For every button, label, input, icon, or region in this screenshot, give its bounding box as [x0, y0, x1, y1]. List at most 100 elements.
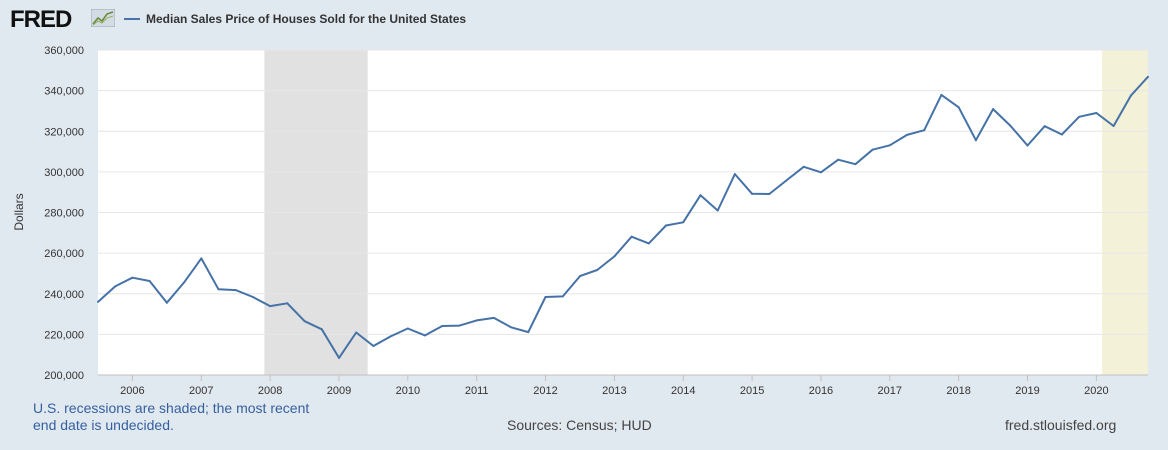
data-point[interactable]: [1009, 124, 1012, 127]
data-point[interactable]: [337, 356, 340, 359]
y-tick-label: 260,000: [44, 248, 84, 260]
data-point[interactable]: [269, 305, 272, 308]
data-point[interactable]: [424, 334, 427, 337]
x-tick-label: 2011: [465, 385, 489, 397]
data-point[interactable]: [819, 171, 822, 174]
data-point[interactable]: [475, 319, 478, 322]
data-point[interactable]: [854, 163, 857, 166]
data-point[interactable]: [957, 106, 960, 109]
data-point[interactable]: [544, 296, 547, 298]
legend-swatch: [124, 18, 140, 20]
data-point[interactable]: [458, 324, 461, 327]
data-point[interactable]: [906, 133, 909, 136]
data-point[interactable]: [131, 276, 134, 279]
data-point[interactable]: [837, 158, 840, 161]
data-point[interactable]: [527, 331, 530, 334]
series-layer: [97, 75, 1149, 359]
data-point[interactable]: [630, 235, 633, 238]
x-tick-label: 2007: [189, 385, 213, 397]
data-point[interactable]: [389, 335, 392, 338]
data-point[interactable]: [492, 316, 495, 319]
data-point[interactable]: [251, 296, 254, 298]
y-tick-label: 320,000: [44, 126, 84, 138]
data-point[interactable]: [114, 285, 117, 288]
data-point[interactable]: [1078, 115, 1081, 118]
data-point[interactable]: [785, 179, 788, 182]
y-tick-label: 360,000: [44, 45, 84, 57]
data-point[interactable]: [871, 148, 874, 151]
data-point[interactable]: [923, 129, 926, 132]
site-link[interactable]: fred.stlouisfed.org: [1005, 417, 1117, 433]
chart-header: FRED Median Sales Price of Houses Sold f…: [0, 0, 1168, 40]
y-tick-label: 340,000: [44, 86, 84, 98]
data-point[interactable]: [286, 302, 289, 305]
data-point[interactable]: [148, 279, 151, 282]
y-axis-label: Dollars: [12, 193, 26, 230]
data-point[interactable]: [165, 301, 168, 304]
y-tick-label: 220,000: [44, 329, 84, 341]
data-point[interactable]: [510, 326, 513, 329]
data-point[interactable]: [217, 288, 220, 291]
x-tick-label: 2019: [1015, 385, 1039, 397]
x-tick-label: 2015: [740, 385, 764, 397]
data-point[interactable]: [372, 344, 375, 347]
y-tick-label: 200,000: [44, 370, 84, 382]
data-point[interactable]: [97, 300, 99, 303]
data-point[interactable]: [355, 331, 358, 334]
data-point[interactable]: [441, 325, 444, 328]
chart-legend: Median Sales Price of Houses Sold for th…: [124, 12, 466, 26]
x-tick-label: 2013: [602, 385, 626, 397]
source-text: Sources: Census; HUD: [507, 417, 652, 433]
data-point[interactable]: [1060, 133, 1063, 136]
data-point[interactable]: [183, 281, 186, 284]
data-point[interactable]: [1095, 111, 1098, 114]
data-point[interactable]: [888, 144, 891, 147]
data-point[interactable]: [596, 268, 599, 271]
x-tick-label: 2012: [533, 385, 557, 397]
line-chart: 200,000 220,000 240,000 260,000 280,000 300,0…: [12, 45, 1149, 397]
data-point[interactable]: [1129, 94, 1132, 97]
data-point[interactable]: [1043, 125, 1046, 128]
data-point[interactable]: [1026, 144, 1029, 147]
x-tick-label: 2008: [258, 385, 282, 397]
data-point[interactable]: [665, 224, 668, 227]
data-point[interactable]: [802, 165, 805, 168]
data-point[interactable]: [234, 289, 237, 292]
data-point[interactable]: [940, 93, 943, 96]
x-axis-ticks: 2006 2007 2008 2009 2010 2011 2012 2013 2014 2015…: [120, 375, 1109, 397]
y-tick-label: 300,000: [44, 167, 84, 179]
data-point[interactable]: [682, 221, 685, 224]
x-tick-label: 2014: [671, 385, 695, 397]
y-axis-ticks: 200,000 220,000 240,000 260,000 280,000 300,0…: [44, 45, 84, 382]
data-point[interactable]: [733, 173, 736, 176]
y-tick-label: 280,000: [44, 208, 84, 220]
legend-label[interactable]: Median Sales Price of Houses Sold for th…: [146, 12, 467, 26]
data-point[interactable]: [716, 209, 719, 212]
data-point[interactable]: [613, 255, 616, 258]
data-point[interactable]: [699, 194, 702, 197]
data-point[interactable]: [561, 295, 564, 298]
data-point[interactable]: [768, 193, 771, 196]
data-point[interactable]: [200, 257, 203, 260]
x-tick-label: 2017: [878, 385, 902, 397]
data-point[interactable]: [974, 139, 977, 142]
x-tick-label: 2010: [396, 385, 420, 397]
data-point[interactable]: [1112, 124, 1115, 127]
x-tick-label: 2018: [946, 385, 970, 397]
recession-note-line1: U.S. recessions are shaded; the most rec…: [33, 400, 310, 416]
x-tick-label: 2009: [327, 385, 351, 397]
data-point[interactable]: [320, 328, 323, 331]
fred-logo[interactable]: FRED: [10, 6, 72, 33]
data-point[interactable]: [647, 242, 650, 245]
data-point[interactable]: [406, 327, 409, 330]
chart-line-icon: [91, 9, 115, 27]
data-point[interactable]: [578, 275, 581, 278]
series-line[interactable]: [97, 76, 1149, 359]
data-point[interactable]: [751, 192, 754, 195]
data-point[interactable]: [303, 320, 306, 323]
data-point[interactable]: [992, 108, 995, 111]
data-point[interactable]: [1147, 75, 1149, 78]
recession-note: U.S. recessions are shaded; the most rec…: [33, 400, 333, 434]
x-tick-label: 2020: [1084, 385, 1108, 397]
y-tick-label: 240,000: [44, 289, 84, 301]
